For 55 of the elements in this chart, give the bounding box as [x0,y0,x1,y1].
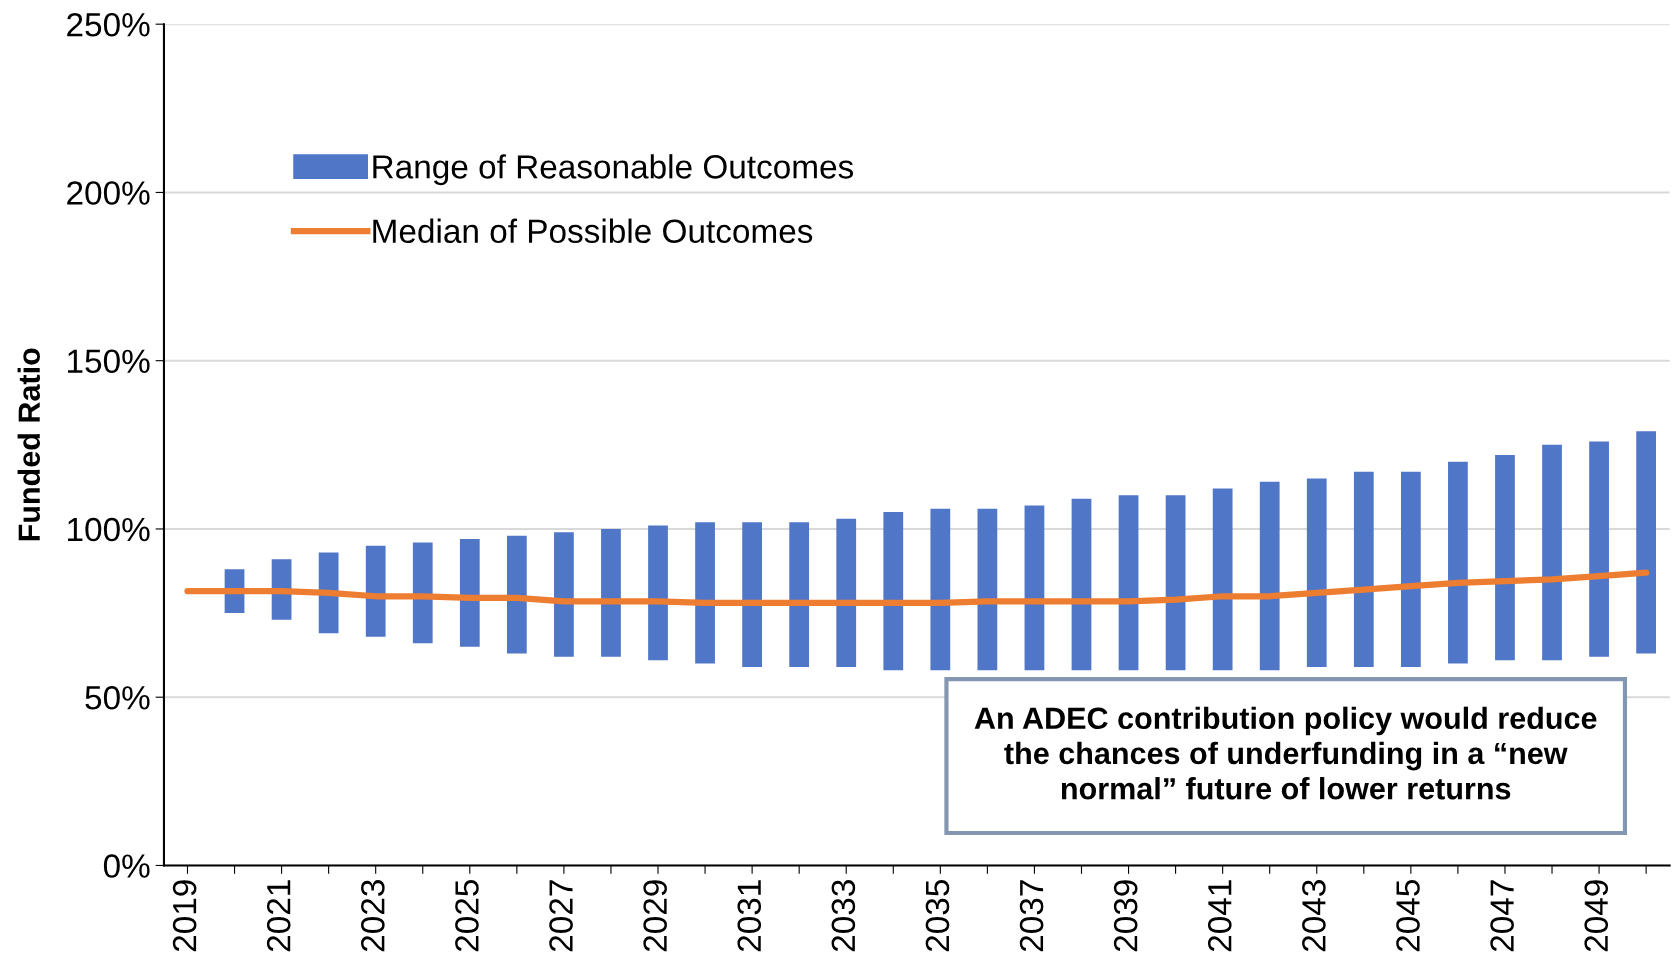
bar [365,545,386,637]
y-tick-label: 0% [103,854,150,878]
bar [1589,441,1609,657]
legend-label: Range of Reasonable Outcomes [373,154,854,186]
x-tick-label: 2027 [549,880,573,952]
bar [506,535,527,654]
bar [1071,498,1092,671]
bar [412,542,433,644]
bar [1259,481,1280,671]
x-tick-label: 2041 [1207,880,1232,952]
bar [836,518,857,667]
x-tick-label: 2039 [1113,880,1138,952]
y-tick-label: 50% [85,686,150,710]
bar [1448,461,1468,664]
bar [554,532,574,657]
bar [1212,488,1233,671]
bar [648,525,668,661]
x-tick-label: 2043 [1302,880,1326,952]
bar [883,512,904,671]
x-tick-label: 2031 [737,880,762,952]
bar [1024,505,1045,671]
legend-label: Median of Possible Outcomes [373,218,813,244]
bar [1118,495,1139,671]
y-tick-label: 200% [67,181,150,205]
bar [1306,478,1327,667]
bar [742,522,762,667]
x-tick-label: 2035 [925,880,950,952]
bar [459,539,480,647]
x-tick-label: 2047 [1490,880,1514,952]
x-tick-label: 2049 [1584,880,1609,952]
bar [1495,454,1515,661]
bar [601,528,621,657]
bar [1165,495,1186,671]
y-tick-label: 100% [68,517,150,542]
x-tick-label: 2029 [643,880,667,952]
x-tick-label: 2023 [361,880,385,952]
bar [318,552,339,634]
bar [789,522,810,667]
y-axis-title: Funded Ratio [17,348,41,541]
annotation: An ADEC contribution policy would reduce the chances of underfunding in a “new normal” future of lower returns [974,706,1597,800]
bar [977,508,998,671]
bar [1542,444,1562,661]
x-tick-label: 2025 [455,880,479,952]
y-tick-label: 250% [67,12,150,37]
bar [1400,471,1421,667]
x-tick-label: 2045 [1396,880,1420,952]
bar [1353,471,1374,667]
x-tick-label: 2033 [831,880,856,952]
x-tick-label: 2021 [266,880,291,952]
bar [695,522,715,664]
bar [930,508,951,671]
bar [1636,431,1657,654]
y-tick-label: 150% [68,349,150,374]
x-tick-label: 2037 [1019,880,1044,952]
x-tick-label: 2019 [172,880,197,952]
